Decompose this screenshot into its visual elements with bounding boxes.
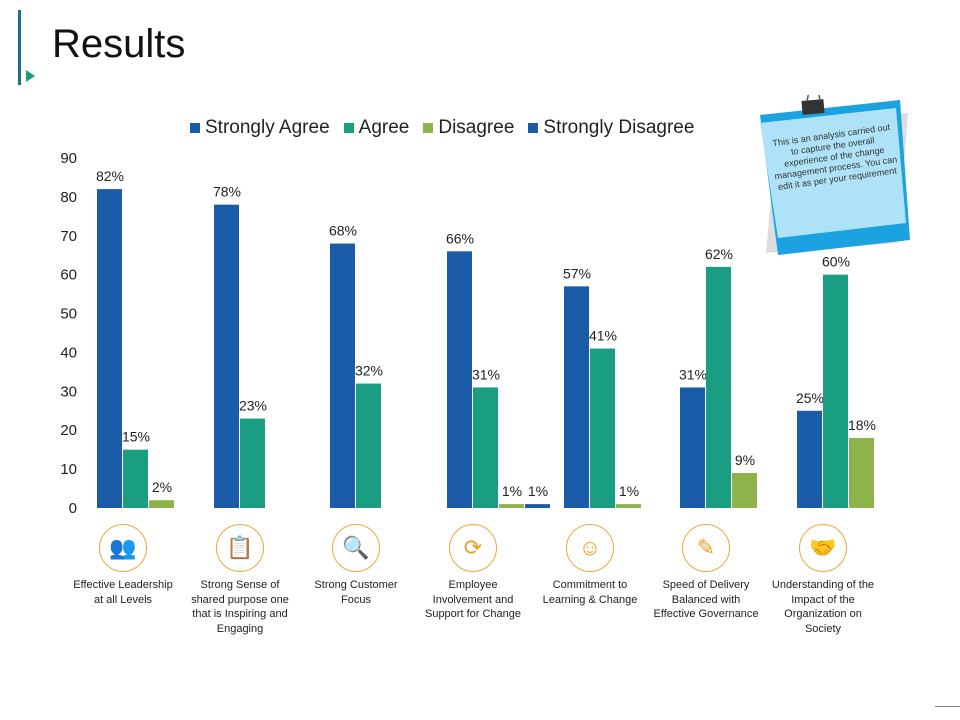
bar: [214, 204, 239, 508]
y-tick-label: 40: [60, 344, 77, 361]
legend-swatch: [190, 123, 200, 133]
category-label: Strong Sense of shared purpose one that …: [191, 579, 289, 635]
legend-swatch: [423, 123, 434, 133]
clipboard-checklist-icon: 📋: [216, 524, 264, 572]
bar: [564, 286, 589, 508]
data-label: 31%: [679, 366, 707, 382]
bar: [797, 410, 822, 508]
title-accent-bar: [18, 10, 21, 85]
cycle-person-icon: ⟳: [449, 524, 497, 572]
bar: [447, 251, 472, 509]
magnifier-people-icon: 🔍: [332, 524, 380, 572]
divider: [935, 706, 960, 707]
data-label: 9%: [735, 452, 755, 468]
category-label: Understanding of the Impact of the Organ…: [771, 579, 875, 635]
data-label: 31%: [472, 366, 500, 382]
legend-swatch: [528, 123, 539, 133]
y-tick-label: 60: [60, 267, 77, 284]
data-label: 2%: [152, 479, 172, 495]
head-gear-icon: ☺: [566, 524, 614, 572]
legend-label: Strongly Disagree: [543, 117, 695, 138]
legend-label: Strongly Agree: [205, 117, 330, 138]
bar: [473, 387, 498, 508]
data-label: 1%: [502, 483, 522, 499]
data-label: 1%: [528, 483, 548, 499]
bar: [849, 438, 874, 508]
data-label: 18%: [848, 417, 876, 433]
category-label: Commitment to Learning & Change: [542, 579, 638, 606]
data-label: 57%: [563, 265, 591, 281]
title-accent-triangle: [26, 70, 35, 82]
data-label: 68%: [329, 223, 357, 239]
y-tick-label: 30: [60, 383, 77, 400]
bar: [616, 504, 641, 508]
category-label: Strong Customer Focus: [314, 579, 398, 606]
legend-label: Disagree: [438, 117, 515, 138]
bar: [97, 189, 122, 508]
legend-item: Agree: [343, 117, 410, 139]
bar: [732, 473, 757, 508]
bar: [706, 266, 731, 508]
y-tick-label: 0: [69, 500, 77, 517]
data-label: 60%: [822, 254, 850, 270]
data-label: 32%: [355, 363, 383, 379]
data-label: 62%: [705, 246, 733, 262]
handshake-icon: 🤝: [799, 524, 847, 572]
bar: [823, 274, 848, 508]
data-label: 82%: [96, 168, 124, 184]
y-tick-label: 50: [60, 306, 77, 323]
data-label: 78%: [213, 184, 241, 200]
people-group-icon: 👥: [99, 524, 147, 572]
legend-item: Disagree: [423, 117, 514, 139]
y-tick-label: 80: [60, 189, 77, 206]
category-label: Effective Leadership at all Levels: [73, 579, 173, 606]
legend-item: Strongly Agree: [190, 117, 330, 139]
y-tick-label: 90: [60, 150, 77, 167]
legend-item: Strongly Disagree: [528, 117, 694, 139]
page-title: Results: [52, 22, 186, 66]
bar: [149, 500, 174, 508]
category-label: Speed of Delivery Balanced with Effectiv…: [653, 579, 759, 620]
legend-swatch: [343, 123, 354, 133]
binder-clip-icon: [801, 99, 825, 115]
bar: [525, 504, 550, 508]
legend-label: Agree: [358, 117, 410, 138]
y-tick-label: 20: [60, 422, 77, 439]
category-label: Employee Involvement and Support for Cha…: [424, 579, 521, 620]
data-label: 23%: [239, 398, 267, 414]
data-label: 25%: [796, 390, 824, 406]
y-tick-label: 70: [60, 228, 77, 245]
data-label: 1%: [619, 483, 639, 499]
data-label: 15%: [122, 429, 150, 445]
data-label: 41%: [589, 328, 617, 344]
y-tick-label: 10: [60, 461, 77, 478]
bar: [499, 504, 524, 508]
bar: [356, 383, 381, 508]
data-label: 66%: [446, 230, 474, 246]
bar: [590, 348, 615, 508]
bar: [240, 418, 265, 508]
sticky-note: This is an analysis carried out to captu…: [760, 95, 910, 255]
bar: [680, 387, 705, 508]
bar: [330, 243, 355, 509]
bar: [123, 449, 148, 508]
legend: Strongly Agree Agree Disagree Strongly Disa…: [190, 117, 694, 139]
document-pen-icon: ✎: [682, 524, 730, 572]
